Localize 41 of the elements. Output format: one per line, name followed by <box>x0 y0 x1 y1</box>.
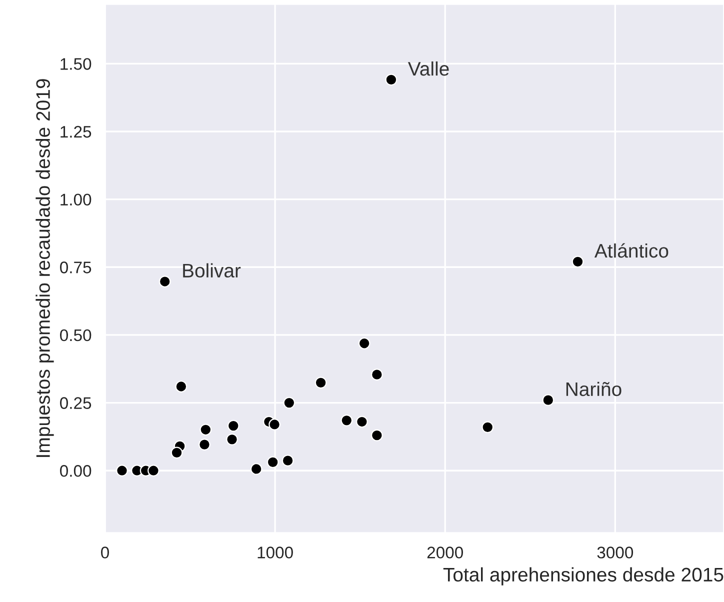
point <box>158 276 171 288</box>
point <box>572 256 584 268</box>
y-tick-label: 0.25 <box>60 397 92 409</box>
point <box>148 464 160 477</box>
x-tick-label: 1000 <box>258 546 293 558</box>
y-axis-title: Impuestos promedio recaudado desde 2019 <box>36 79 54 457</box>
point <box>542 394 554 406</box>
annotation: Bolivar <box>183 263 241 278</box>
point <box>227 420 240 432</box>
point <box>198 438 210 450</box>
y-tick-label: 1.00 <box>60 194 92 206</box>
point <box>268 418 280 430</box>
point <box>370 368 383 381</box>
annotation: Atlántico <box>594 243 668 258</box>
point <box>340 414 353 426</box>
annotation: Valle <box>408 61 449 76</box>
point <box>250 463 262 475</box>
y-tick-label: 0.75 <box>60 262 92 274</box>
point <box>370 429 383 442</box>
annotation: Nariño <box>566 382 622 396</box>
point <box>170 446 183 459</box>
point <box>385 74 398 86</box>
point <box>226 433 238 446</box>
point <box>175 380 188 392</box>
point <box>282 454 294 466</box>
y-tick-label: 0.50 <box>60 329 92 342</box>
point <box>266 456 279 468</box>
y-tick-label: 1.50 <box>60 58 92 70</box>
x-axis-title: Total aprehensiones desde 2015 <box>443 567 724 586</box>
point <box>116 464 128 477</box>
y-tick-label: 0.00 <box>60 465 92 477</box>
x-tick-label: 3000 <box>597 546 634 558</box>
x-tick-label: 0 <box>101 546 109 558</box>
point <box>283 396 296 409</box>
point <box>356 416 368 428</box>
point <box>314 376 327 389</box>
point <box>200 424 212 436</box>
point <box>482 421 494 434</box>
y-tick-label: 1.25 <box>60 126 92 138</box>
x-tick-label: 2000 <box>427 546 463 558</box>
point <box>358 337 370 350</box>
